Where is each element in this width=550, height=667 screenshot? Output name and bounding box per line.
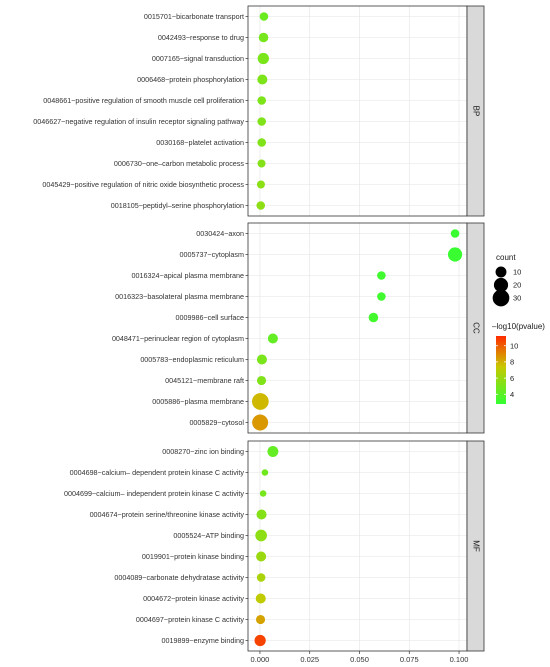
facet-strip bbox=[466, 440, 485, 652]
term-label: 0008270~zinc ion binding bbox=[162, 447, 244, 456]
data-point bbox=[267, 333, 278, 344]
term-label: 0045121~membrane raft bbox=[165, 376, 244, 385]
size-legend-key bbox=[493, 277, 509, 293]
facet-strip-label: MF bbox=[471, 540, 480, 552]
data-point bbox=[447, 247, 463, 262]
data-point bbox=[256, 573, 266, 582]
data-point bbox=[259, 12, 269, 21]
data-point bbox=[255, 529, 267, 542]
term-label: 0045429~positive regulation of nitric ox… bbox=[42, 180, 244, 189]
facet-strip-label: BP bbox=[471, 106, 480, 117]
size-legend-title: count bbox=[496, 253, 516, 262]
data-point bbox=[377, 292, 386, 301]
data-point bbox=[450, 229, 460, 238]
data-point bbox=[257, 117, 267, 126]
data-point bbox=[257, 159, 266, 168]
term-label: 0046627~negative regulation of insulin r… bbox=[33, 117, 244, 126]
term-label: 0030424~axon bbox=[196, 229, 244, 238]
color-legend-label: 6 bbox=[510, 374, 514, 383]
term-label: 0004089~carbonate dehydratase activity bbox=[114, 573, 244, 582]
term-label: 0019899~enzyme binding bbox=[161, 636, 244, 645]
data-point bbox=[256, 509, 267, 520]
panel-mf: 0008270~zinc ion binding 0004698~calcium–… bbox=[64, 440, 485, 652]
color-legend-title: –log10(pvalue) bbox=[492, 322, 545, 331]
term-label: 0016324~apical plasma membrane bbox=[132, 271, 244, 280]
panel-cc: 0030424~axon 0005737~cytoplasm 0016324~api… bbox=[112, 222, 485, 434]
term-label: 0019901~protein kinase binding bbox=[142, 552, 244, 561]
term-label: 0005524~ATP binding bbox=[173, 531, 244, 540]
size-legend: count 10 20 30 bbox=[492, 253, 521, 307]
size-legend-label: 20 bbox=[513, 281, 521, 290]
term-label: 0005829~cytosol bbox=[189, 418, 244, 427]
color-bar bbox=[496, 336, 506, 404]
data-point bbox=[252, 414, 269, 431]
term-label: 0048661~positive regulation of smooth mu… bbox=[43, 96, 244, 105]
data-point bbox=[258, 32, 269, 43]
term-label: 0015701~bicarbonate transport bbox=[144, 12, 244, 21]
facet-strip bbox=[466, 5, 485, 217]
term-label: 0004697~protein kinase C activity bbox=[136, 615, 244, 624]
term-label: 0042493~response to drug bbox=[158, 33, 244, 42]
data-point bbox=[377, 271, 386, 280]
data-point bbox=[255, 593, 266, 604]
data-point bbox=[251, 393, 269, 410]
term-label: 0048471~perinuclear region of cytoplasm bbox=[112, 334, 244, 343]
data-point bbox=[267, 446, 279, 457]
data-point bbox=[256, 354, 267, 365]
term-label: 0016323~basolateral plasma membrane bbox=[115, 292, 244, 301]
x-tick-label: 0.075 bbox=[400, 655, 419, 664]
data-point bbox=[257, 138, 267, 147]
data-point bbox=[257, 96, 267, 105]
term-label: 0004698~calcium– dependent protein kinas… bbox=[70, 468, 245, 477]
term-label: 0009986~cell surface bbox=[175, 313, 244, 322]
term-label: 0004699~calcium– independent protein kin… bbox=[64, 489, 244, 498]
data-point bbox=[255, 614, 266, 625]
data-point bbox=[368, 312, 379, 323]
size-legend-label: 30 bbox=[513, 294, 521, 303]
size-legend-key bbox=[492, 289, 510, 307]
facet-strip-label: CC bbox=[471, 322, 480, 334]
panel-bp: 0015701~bicarbonate transport 0042493~res… bbox=[33, 5, 485, 217]
data-point bbox=[254, 634, 266, 647]
data-point bbox=[256, 375, 267, 386]
term-label: 0004672~protein kinase activity bbox=[143, 594, 244, 603]
term-label: 0005886~plasma membrane bbox=[152, 397, 244, 406]
data-point bbox=[257, 74, 268, 85]
term-label: 0007165~signal transduction bbox=[152, 54, 244, 63]
facet-strip bbox=[466, 222, 485, 434]
color-legend: –log10(pvalue) 4 6 8 10 bbox=[492, 322, 545, 404]
data-point bbox=[256, 180, 265, 189]
color-legend-label: 4 bbox=[510, 390, 514, 399]
term-label: 0018105~peptidyl–serine phosphorylation bbox=[111, 201, 244, 210]
size-legend-label: 10 bbox=[513, 268, 521, 277]
color-legend-label: 8 bbox=[510, 358, 514, 367]
term-label: 0006468~protein phosphorylation bbox=[137, 75, 244, 84]
term-label: 0005783~endoplasmic reticulum bbox=[140, 355, 244, 364]
x-tick-label: 0.100 bbox=[450, 655, 469, 664]
data-point bbox=[257, 52, 269, 65]
term-label: 0004674~protein serine/threonine kinase … bbox=[90, 510, 245, 519]
data-point bbox=[261, 469, 269, 476]
x-tick-label: 0.050 bbox=[350, 655, 369, 664]
size-legend-key bbox=[495, 266, 507, 278]
data-point bbox=[256, 201, 266, 210]
color-legend-label: 10 bbox=[510, 341, 518, 350]
term-label: 0030168~platelet activation bbox=[156, 138, 244, 147]
term-label: 0006730~one–carbon metabolic process bbox=[114, 159, 244, 168]
x-tick-label: 0.025 bbox=[300, 655, 319, 664]
data-point bbox=[256, 551, 267, 562]
x-tick-label: 0.000 bbox=[251, 655, 270, 664]
term-label: 0005737~cytoplasm bbox=[179, 250, 244, 259]
data-point bbox=[259, 490, 267, 497]
